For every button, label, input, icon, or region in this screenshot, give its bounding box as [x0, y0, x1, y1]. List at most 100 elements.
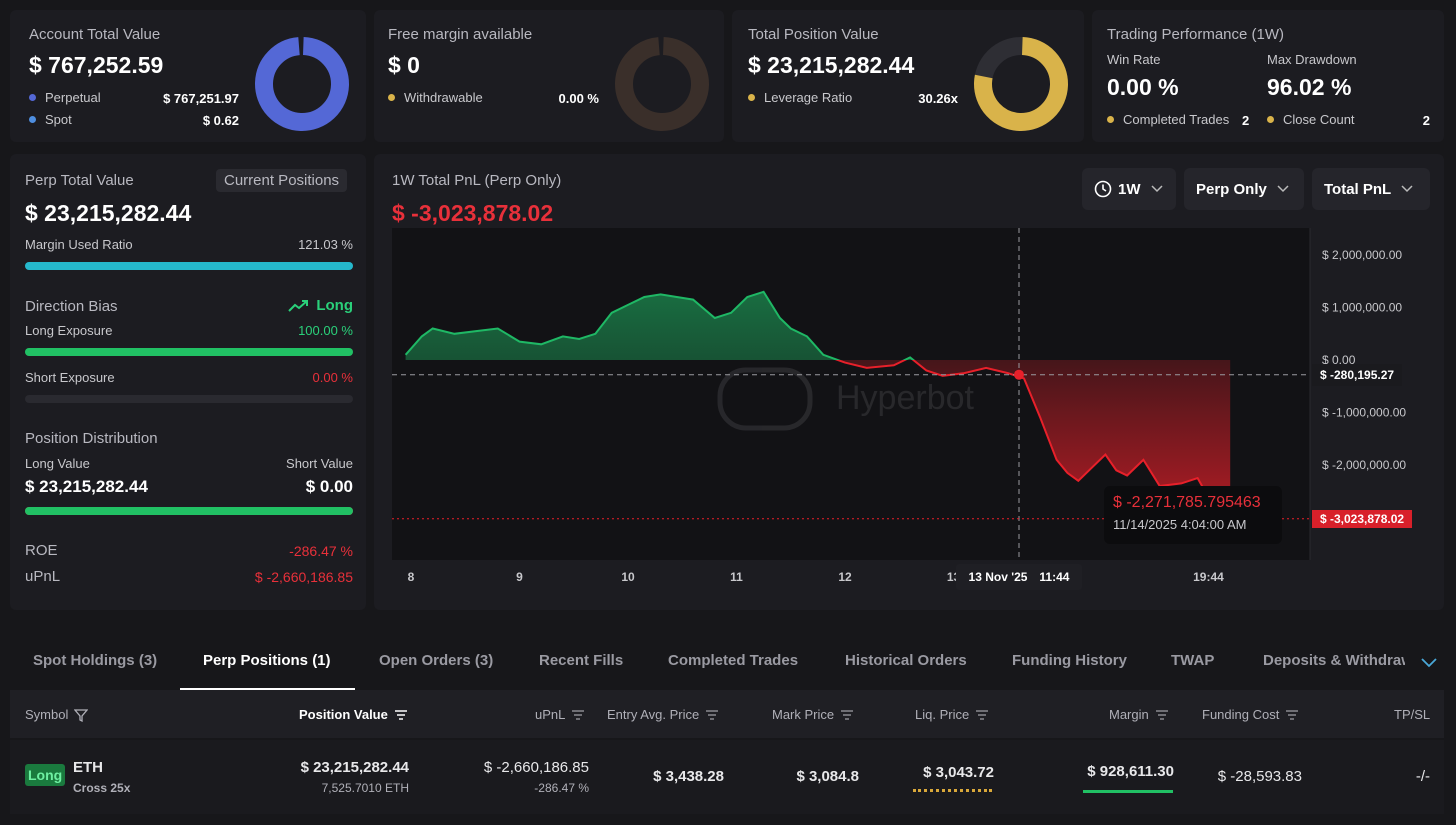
header-symbol[interactable]: Symbol	[25, 707, 89, 722]
current-positions-badge[interactable]: Current Positions	[216, 169, 348, 192]
sort-icon[interactable]	[705, 709, 719, 721]
sort-icon[interactable]	[975, 709, 989, 721]
margin-donut-icon	[615, 36, 709, 131]
tab-deposits-withdraw[interactable]: Deposits & Withdraw	[1263, 652, 1405, 669]
margin-used-value: 121.03 %	[298, 237, 353, 252]
short-exposure-label: Short Exposure	[25, 370, 115, 385]
scope-dropdown[interactable]: Perp Only	[1184, 168, 1304, 210]
crosshair-marker	[1014, 369, 1024, 380]
pnl-line-negative	[834, 360, 1231, 520]
crosshair-x-badge: 13 Nov '25 11:44	[956, 564, 1082, 590]
account-donut-icon	[255, 36, 349, 131]
header-position-value[interactable]: Position Value	[299, 707, 408, 722]
header-entry-price[interactable]: Entry Avg. Price	[607, 707, 719, 722]
withdrawable-value: 0.00 %	[558, 91, 599, 106]
sort-icon[interactable]	[1285, 709, 1299, 721]
leverage-dot-icon	[748, 94, 755, 101]
roe-value: -286.47 %	[289, 543, 353, 559]
chevron-down-icon	[1277, 185, 1289, 193]
upnl-label: uPnL	[25, 568, 61, 585]
pnl-chart[interactable]: Hyperbot $ 2,000,000.00 $ 1,000,000.00 $ 0…	[0, 0, 1456, 610]
close-value: 2	[1422, 113, 1430, 128]
margin-used-bar	[25, 262, 353, 270]
y-axis-ticks: $ 2,000,000.00 $ 1,000,000.00 $ 0.00 $ -1,0…	[1322, 248, 1406, 472]
watermark: Hyperbot	[717, 367, 975, 431]
header-entry-price-label: Entry Avg. Price	[607, 707, 700, 722]
row-upnl-pct: -286.47 %	[534, 781, 589, 795]
drawdown-label: Max Drawdown	[1267, 52, 1357, 67]
header-liq-price-label: Liq. Price	[915, 707, 970, 722]
period-dropdown[interactable]: 1W	[1082, 168, 1176, 210]
chevron-down-icon	[1150, 185, 1163, 193]
distribution-bar	[25, 507, 353, 515]
row-mark-price: $ 3,084.8	[796, 768, 859, 785]
tab-historical-orders[interactable]: Historical Orders	[845, 652, 967, 669]
account-value: $ 767,252.59	[29, 52, 164, 78]
short-exposure-value: 0.00 %	[312, 370, 353, 385]
tooltip-time: 11/14/2025 4:04:00 AM	[1113, 517, 1247, 532]
active-tab-indicator	[180, 688, 355, 690]
header-upnl-label: uPnL	[535, 707, 566, 722]
crosshair-time: 11:44	[1039, 570, 1070, 584]
row-symbol[interactable]: ETH	[73, 759, 103, 776]
margin-title: Free margin available	[388, 26, 533, 43]
win-rate-value: 0.00 %	[1107, 74, 1179, 100]
header-margin[interactable]: Margin	[1109, 707, 1169, 722]
margin-used-label: Margin Used Ratio	[25, 237, 133, 252]
pnl-chart-value: $ -3,023,878.02	[392, 200, 554, 226]
sort-icon[interactable]	[1155, 709, 1169, 721]
tab-open-orders[interactable]: Open Orders (3)	[379, 652, 494, 669]
sort-icon[interactable]	[840, 709, 854, 721]
header-upnl[interactable]: uPnL	[535, 707, 585, 722]
margin-indicator	[1083, 790, 1173, 793]
filter-icon[interactable]	[74, 708, 89, 722]
tab-spot-holdings[interactable]: Spot Holdings (3)	[33, 652, 158, 669]
upnl-value: $ -2,660,186.85	[254, 569, 353, 585]
x-tick-label: 8	[408, 570, 415, 584]
close-dot-icon	[1267, 116, 1274, 123]
margin-card: Free margin available $ 0 Withdrawable 0…	[374, 10, 724, 142]
position-value: $ 23,215,282.44	[748, 52, 915, 78]
y-tick-label: $ 1,000,000.00	[1322, 301, 1402, 315]
margin-value: $ 0	[388, 52, 420, 78]
sort-icon[interactable]	[394, 709, 408, 721]
header-funding-cost[interactable]: Funding Cost	[1202, 707, 1299, 722]
header-margin-label: Margin	[1109, 707, 1149, 722]
chart-tooltip: $ -2,271,785.795463 11/14/2025 4:04:00 A…	[1104, 486, 1282, 544]
completed-dot-icon	[1107, 116, 1114, 123]
header-position-value-label: Position Value	[299, 707, 388, 722]
table-row[interactable]	[10, 740, 1444, 814]
spot-label: Spot	[45, 112, 72, 127]
performance-title: Trading Performance (1W)	[1107, 26, 1284, 43]
tab-twap[interactable]: TWAP	[1171, 652, 1215, 669]
performance-card: Trading Performance (1W) Win Rate 0.00 %…	[1092, 10, 1444, 142]
header-liq-price[interactable]: Liq. Price	[915, 707, 989, 722]
pnl-chart-title: 1W Total PnL (Perp Only)	[392, 172, 562, 189]
tab-recent-fills[interactable]: Recent Fills	[539, 652, 624, 669]
header-mark-price[interactable]: Mark Price	[772, 707, 854, 722]
side-badge: Long	[25, 764, 66, 786]
x-tick-label: 19:44	[1193, 570, 1224, 584]
metric-dropdown[interactable]: Total PnL	[1312, 168, 1430, 210]
row-mode: Cross 25x	[73, 781, 131, 795]
table-header	[10, 690, 1444, 738]
row-upnl: $ -2,660,186.85	[483, 759, 589, 776]
long-exposure-track	[25, 348, 353, 356]
direction-label: Direction Bias	[25, 298, 118, 315]
row-funding-cost: $ -28,593.83	[1217, 768, 1302, 785]
row-tpsl[interactable]: -/-	[1415, 768, 1430, 785]
distribution-label: Position Distribution	[25, 430, 158, 447]
tab-funding-history[interactable]: Funding History	[1012, 652, 1127, 669]
tab-completed-trades[interactable]: Completed Trades	[668, 652, 799, 669]
y-tick-label: $ -2,000,000.00	[1322, 458, 1406, 472]
perpetual-label: Perpetual	[45, 90, 101, 105]
row-margin: $ 928,611.30	[1087, 763, 1174, 780]
sort-icon[interactable]	[571, 709, 585, 721]
header-tpsl: TP/SL	[1394, 707, 1431, 722]
crosshair-date: 13 Nov '25	[968, 570, 1028, 584]
tab-perp-positions[interactable]: Perp Positions (1)	[203, 652, 331, 669]
pnl-line-positive	[404, 290, 915, 360]
leverage-label: Leverage Ratio	[764, 90, 853, 105]
chevron-down-icon[interactable]	[1420, 657, 1438, 669]
long-exposure-value: 100.00 %	[298, 323, 353, 338]
